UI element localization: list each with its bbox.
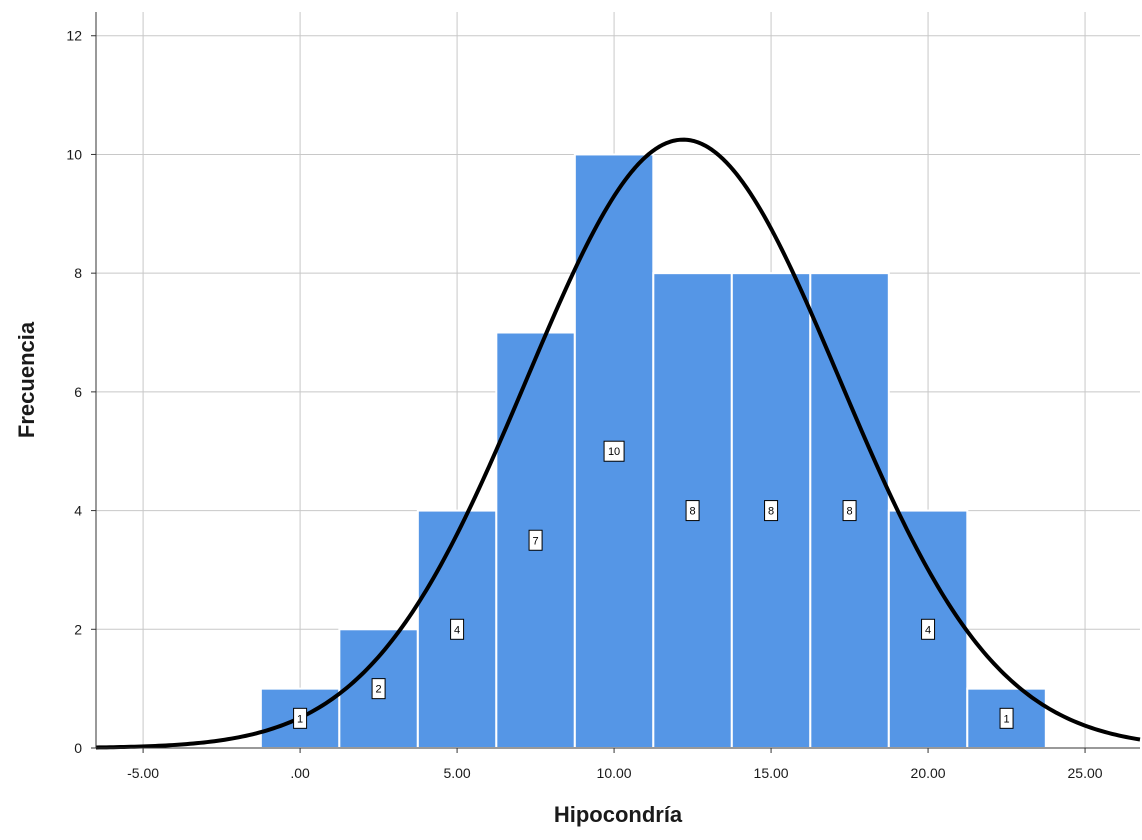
x-tick-label: 5.00	[443, 765, 470, 781]
y-tick-label: 12	[66, 28, 82, 44]
x-tick-label: 15.00	[754, 765, 789, 781]
bar-label-box	[450, 618, 465, 640]
x-tick-label: 20.00	[911, 765, 946, 781]
bar-data-label: 7	[533, 535, 539, 547]
y-tick-label: 2	[74, 621, 82, 637]
bar-label-box	[371, 678, 386, 700]
bar-label-box	[999, 707, 1014, 729]
x-axis-title: Hipocondría	[554, 802, 683, 827]
x-tick-label: 10.00	[597, 765, 632, 781]
bar-label-box	[764, 500, 779, 522]
bar-data-label: 1	[1003, 713, 1009, 725]
bar-label-box	[842, 500, 857, 522]
y-tick-label: 10	[66, 146, 82, 162]
y-tick-label: 0	[74, 740, 82, 756]
bar-data-label: 8	[847, 506, 853, 518]
y-tick-label: 8	[74, 265, 82, 281]
bar-label-box	[685, 500, 700, 522]
y-axis-title: Frecuencia	[14, 321, 39, 438]
bar-data-label: 4	[454, 624, 460, 636]
bar-label-box	[293, 707, 308, 729]
bar-data-labels: 1 2 4 7 10 8 8 8 4 1	[293, 440, 1014, 729]
bar-label-box	[921, 618, 936, 640]
y-tick-label: 6	[74, 384, 82, 400]
x-tick-label: -5.00	[127, 765, 159, 781]
bar-label-box	[528, 529, 543, 551]
axes	[95, 12, 1140, 749]
bar-data-label: 10	[608, 446, 620, 458]
x-tick-label: 25.00	[1068, 765, 1103, 781]
normal-curve	[95, 137, 1141, 750]
bar-data-label: 8	[768, 506, 774, 518]
histogram-bar	[573, 153, 655, 750]
y-tick-label: 4	[74, 503, 82, 519]
bar-data-label: 8	[690, 506, 696, 518]
normal-curve-line	[95, 137, 1141, 750]
bar-data-label: 1	[297, 713, 303, 725]
bar-label-box	[603, 440, 625, 462]
x-tick-label: .00	[290, 765, 310, 781]
bar-data-label: 4	[925, 624, 931, 636]
bar-data-label: 2	[376, 684, 382, 696]
